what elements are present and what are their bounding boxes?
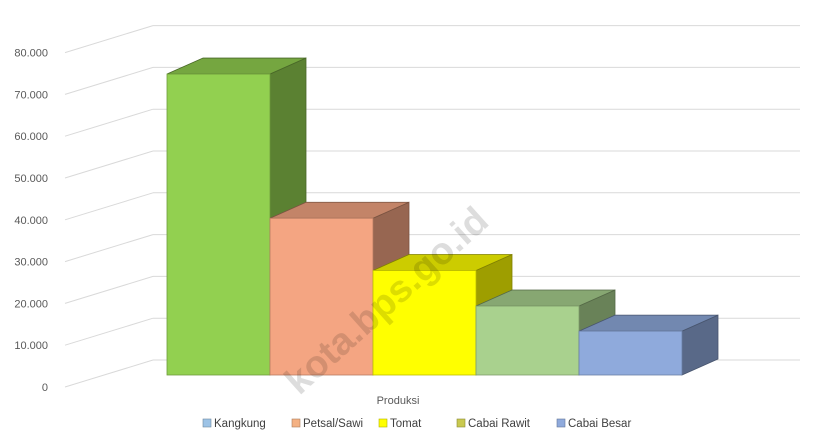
legend-label: Tomat [390, 418, 422, 430]
grid-diagonal [64, 275, 154, 304]
bar-cabai-besar [578, 314, 719, 376]
grid-diagonal [64, 317, 154, 346]
x-axis-label: Produksi [377, 395, 420, 407]
grid-diagonal [64, 192, 154, 221]
grid-diagonal [64, 234, 154, 263]
grid-diagonal [64, 108, 154, 137]
y-tick-label: 80.000 [14, 48, 48, 60]
legend-swatch [202, 418, 212, 428]
legend-label: Cabai Besar [568, 418, 631, 430]
y-tick-label: 40.000 [14, 215, 48, 227]
legend-swatch [456, 418, 466, 428]
y-axis-ticks: 0 10.000 20.000 30.000 40.000 50.000 60.000 70.… [14, 48, 48, 394]
legend-swatch [378, 418, 388, 428]
chart-legend: Kangkung Petsal/Sawi Tomat Cabai Rawit Cabai… [202, 418, 631, 430]
bar-front-face [475, 305, 580, 376]
y-tick-label: 60.000 [14, 131, 48, 143]
grid-diagonal [64, 150, 154, 179]
legend-label: Kangkung [214, 418, 266, 430]
y-tick-label: 20.000 [14, 298, 48, 310]
bar-front-face [269, 217, 374, 376]
legend-swatch [291, 418, 301, 428]
grid-diagonal [64, 66, 154, 95]
legend-label: Petsal/Sawi [303, 418, 363, 430]
bar-front-face [166, 73, 271, 376]
y-tick-label: 10.000 [14, 340, 48, 352]
y-tick-label: 50.000 [14, 173, 48, 185]
legend-swatch [556, 418, 566, 428]
y-tick-label: 70.000 [14, 89, 48, 101]
chart-bars [166, 57, 719, 376]
legend-label: Cabai Rawit [468, 418, 531, 430]
y-tick-label: 0 [42, 382, 48, 394]
bar-front-face [372, 270, 477, 376]
y-tick-label: 30.000 [14, 257, 48, 269]
grid-diagonal [64, 359, 154, 388]
bar-front-face [578, 330, 683, 376]
grid-diagonal [64, 25, 154, 54]
